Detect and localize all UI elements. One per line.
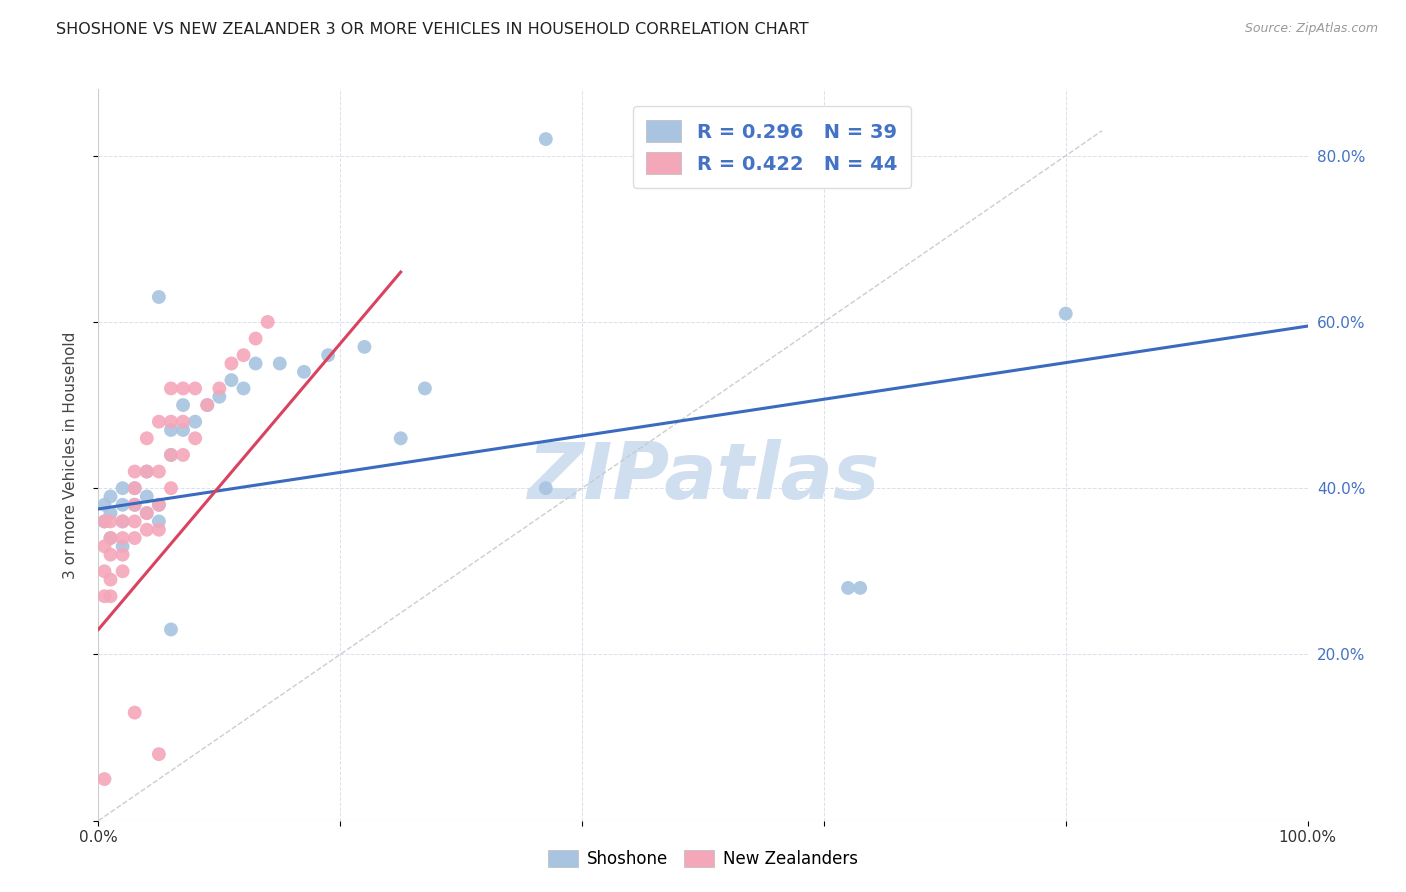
Point [111, 564, 134, 578]
Point [208, 390, 231, 404]
Point [160, 481, 183, 495]
Point [124, 498, 146, 512]
Point [160, 448, 183, 462]
Point [124, 706, 146, 720]
Point [135, 431, 157, 445]
Point [93, 498, 115, 512]
Point [413, 381, 436, 395]
Point [172, 423, 194, 437]
Point [389, 431, 412, 445]
Point [172, 415, 194, 429]
Point [124, 531, 146, 545]
Point [849, 581, 872, 595]
Point [124, 481, 146, 495]
Point [93, 589, 115, 603]
Point [172, 448, 194, 462]
Point [93, 564, 115, 578]
Point [100, 589, 122, 603]
Point [100, 515, 122, 529]
Point [124, 481, 146, 495]
Point [93, 515, 115, 529]
Point [111, 515, 134, 529]
Point [292, 365, 315, 379]
Point [221, 373, 243, 387]
Point [1054, 307, 1077, 321]
Text: ZIPatlas: ZIPatlas [527, 439, 879, 515]
Text: SHOSHONE VS NEW ZEALANDER 3 OR MORE VEHICLES IN HOUSEHOLD CORRELATION CHART: SHOSHONE VS NEW ZEALANDER 3 OR MORE VEHI… [56, 22, 808, 37]
Point [160, 423, 183, 437]
Point [93, 515, 115, 529]
Point [195, 398, 218, 412]
Point [172, 381, 194, 395]
Point [148, 523, 170, 537]
Point [100, 531, 122, 545]
Point [316, 348, 339, 362]
Point [100, 531, 122, 545]
Point [245, 356, 267, 370]
Point [184, 431, 207, 445]
Point [100, 548, 122, 562]
Point [100, 573, 122, 587]
Point [195, 398, 218, 412]
Point [93, 539, 115, 553]
Point [184, 381, 207, 395]
Point [208, 381, 231, 395]
Point [184, 415, 207, 429]
Y-axis label: 3 or more Vehicles in Household: 3 or more Vehicles in Household [63, 331, 77, 579]
Point [93, 772, 115, 786]
Point [245, 332, 267, 346]
Point [124, 515, 146, 529]
Point [135, 506, 157, 520]
Point [111, 531, 134, 545]
Text: Source: ZipAtlas.com: Source: ZipAtlas.com [1244, 22, 1378, 36]
Point [111, 548, 134, 562]
Point [148, 515, 170, 529]
Point [148, 465, 170, 479]
Point [160, 623, 183, 637]
Point [160, 415, 183, 429]
Point [124, 465, 146, 479]
Point [111, 515, 134, 529]
Point [221, 356, 243, 370]
Point [111, 539, 134, 553]
Legend: Shoshone, New Zealanders: Shoshone, New Zealanders [541, 843, 865, 875]
Point [148, 498, 170, 512]
Point [135, 523, 157, 537]
Point [148, 498, 170, 512]
Legend: R = 0.296   N = 39, R = 0.422   N = 44: R = 0.296 N = 39, R = 0.422 N = 44 [633, 106, 911, 188]
Point [232, 381, 254, 395]
Point [100, 506, 122, 520]
Point [111, 481, 134, 495]
Point [148, 290, 170, 304]
Point [135, 506, 157, 520]
Point [148, 747, 170, 761]
Point [534, 132, 557, 146]
Point [256, 315, 278, 329]
Point [837, 581, 859, 595]
Point [148, 415, 170, 429]
Point [135, 465, 157, 479]
Point [534, 481, 557, 495]
Point [124, 498, 146, 512]
Point [172, 398, 194, 412]
Point [135, 490, 157, 504]
Point [353, 340, 375, 354]
Point [160, 448, 183, 462]
Point [135, 465, 157, 479]
Point [100, 490, 122, 504]
Point [111, 498, 134, 512]
Point [232, 348, 254, 362]
Point [269, 356, 291, 370]
Point [160, 381, 183, 395]
